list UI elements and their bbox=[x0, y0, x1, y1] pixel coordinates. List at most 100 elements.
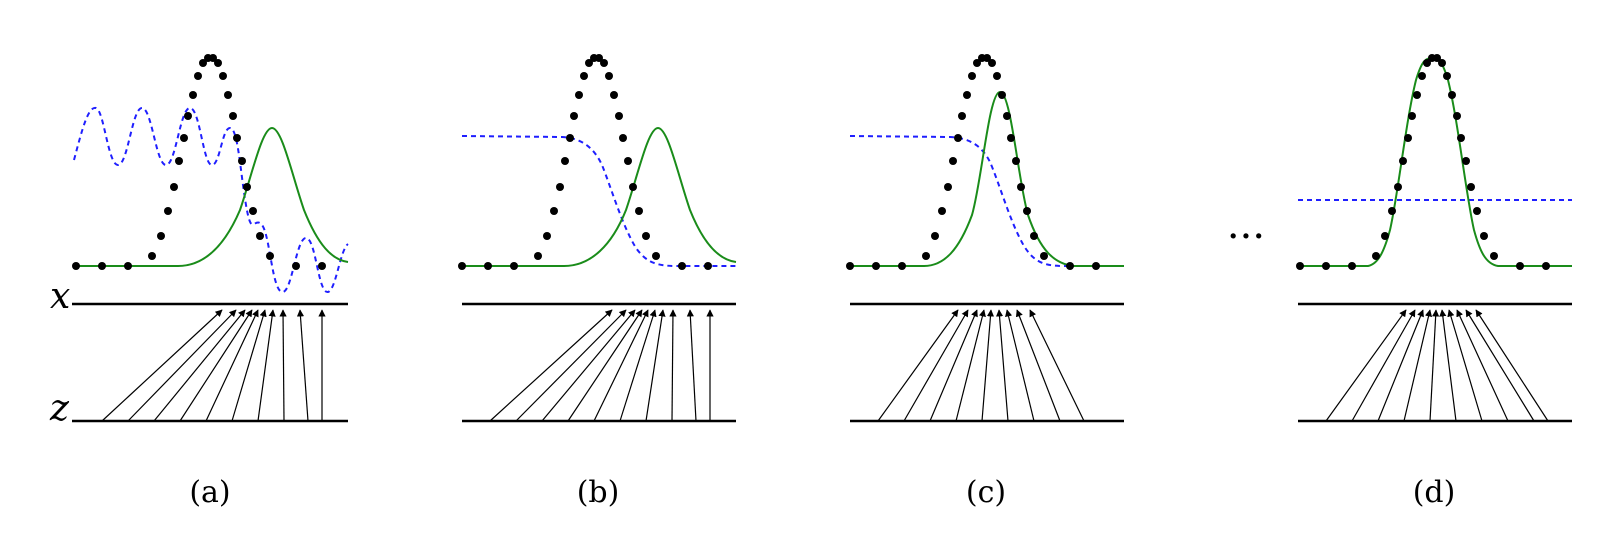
data-point bbox=[678, 262, 686, 270]
panel-a: (a) bbox=[72, 54, 349, 510]
data-point bbox=[846, 262, 854, 270]
data-point bbox=[124, 262, 132, 270]
data-point bbox=[1003, 112, 1011, 120]
data-point bbox=[1418, 72, 1426, 80]
data-point bbox=[1066, 262, 1074, 270]
data-point bbox=[998, 91, 1006, 99]
data-point bbox=[1473, 207, 1481, 215]
generator-density-curve bbox=[74, 126, 349, 267]
mapping-arrow bbox=[179, 309, 253, 422]
data-point bbox=[652, 252, 660, 260]
mapping-arrow bbox=[1456, 309, 1509, 422]
mapping-arrow bbox=[153, 309, 246, 422]
mapping-arrow bbox=[645, 309, 666, 422]
generator-density-curve bbox=[1298, 56, 1572, 267]
data-point bbox=[1480, 232, 1488, 240]
mapping-arrow bbox=[686, 309, 697, 422]
data-point bbox=[1453, 112, 1461, 120]
generator-density-curve bbox=[850, 90, 1124, 267]
mapping-arrow bbox=[1351, 309, 1416, 422]
data-point bbox=[543, 232, 551, 240]
data-point bbox=[1399, 157, 1407, 165]
data-point bbox=[922, 252, 930, 260]
data-point bbox=[580, 72, 588, 80]
mapping-arrows bbox=[101, 309, 326, 422]
mapping-arrow bbox=[981, 309, 995, 422]
data-point bbox=[1542, 262, 1550, 270]
data-point bbox=[194, 72, 202, 80]
mapping-arrow bbox=[1029, 309, 1085, 422]
mapping-arrow bbox=[1325, 309, 1407, 422]
data-point bbox=[931, 232, 939, 240]
data-point bbox=[575, 91, 583, 99]
data-point bbox=[1413, 91, 1421, 99]
panel-c: (c) bbox=[846, 54, 1124, 510]
data-point bbox=[1023, 207, 1031, 215]
data-point bbox=[1438, 59, 1446, 67]
data-point bbox=[1040, 252, 1048, 260]
data-point bbox=[224, 91, 232, 99]
data-point bbox=[600, 59, 608, 67]
data-point bbox=[550, 207, 558, 215]
mapping-arrow bbox=[296, 309, 309, 422]
data-point bbox=[1388, 207, 1396, 215]
data-point bbox=[1516, 262, 1524, 270]
panel-caption: (a) bbox=[189, 475, 230, 510]
data-point bbox=[98, 262, 106, 270]
ellipsis: ··· bbox=[1227, 214, 1265, 260]
data-point bbox=[209, 54, 217, 62]
data-point bbox=[1462, 157, 1470, 165]
data-point bbox=[238, 157, 246, 165]
data-point bbox=[1348, 262, 1356, 270]
mapping-arrow bbox=[929, 309, 978, 422]
data-point bbox=[164, 207, 172, 215]
data-point bbox=[619, 134, 627, 142]
mapping-arrow bbox=[279, 309, 287, 422]
discriminator-curve bbox=[73, 106, 349, 293]
data-point bbox=[534, 252, 542, 260]
data-point bbox=[1433, 54, 1441, 62]
data-point bbox=[180, 134, 188, 142]
data-point bbox=[872, 262, 880, 270]
mapping-arrow bbox=[231, 309, 267, 422]
data-point bbox=[963, 91, 971, 99]
data-point bbox=[993, 72, 1001, 80]
panel-caption: (d) bbox=[1413, 475, 1456, 510]
data-point bbox=[595, 54, 603, 62]
data-point bbox=[570, 112, 578, 120]
data-point bbox=[1322, 262, 1330, 270]
data-point bbox=[566, 134, 574, 142]
data-point bbox=[1372, 252, 1380, 260]
data-point bbox=[1394, 183, 1402, 191]
mapping-arrow bbox=[1015, 309, 1061, 422]
data-point bbox=[233, 134, 241, 142]
data-distribution-points bbox=[458, 54, 712, 270]
data-point bbox=[510, 262, 518, 270]
panel-caption: (b) bbox=[577, 475, 620, 510]
data-point bbox=[148, 252, 156, 260]
data-point bbox=[561, 157, 569, 165]
data-point bbox=[1423, 59, 1431, 67]
data-point bbox=[944, 183, 952, 191]
data-point bbox=[1408, 112, 1416, 120]
data-point bbox=[214, 59, 222, 67]
mapping-arrow bbox=[593, 309, 649, 422]
discriminator-curve bbox=[461, 135, 736, 267]
data-point bbox=[624, 157, 632, 165]
data-point bbox=[635, 207, 643, 215]
mapping-arrow bbox=[1377, 309, 1424, 422]
discriminator-curve bbox=[849, 135, 1124, 267]
data-point bbox=[229, 112, 237, 120]
data-point bbox=[629, 183, 637, 191]
data-point bbox=[170, 183, 178, 191]
data-point bbox=[219, 72, 227, 80]
data-point bbox=[949, 157, 957, 165]
data-point bbox=[189, 91, 197, 99]
mapping-arrow bbox=[257, 309, 276, 422]
data-point bbox=[610, 91, 618, 99]
data-point bbox=[157, 232, 165, 240]
mapping-arrow bbox=[903, 309, 969, 422]
mapping-arrow bbox=[1465, 309, 1535, 422]
data-point bbox=[938, 207, 946, 215]
